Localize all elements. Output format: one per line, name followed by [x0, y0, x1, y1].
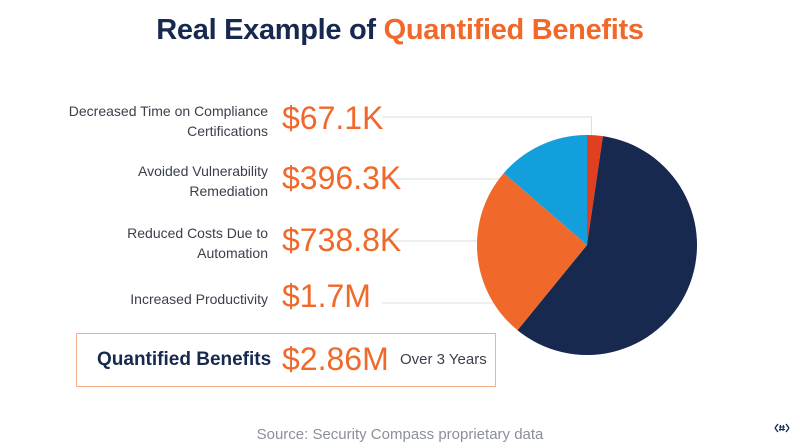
total-label: Quantified Benefits	[97, 349, 272, 370]
benefit-row-automation: Reduced Costs Due to Automation $738.8K	[70, 218, 402, 268]
pie-slice	[477, 173, 587, 331]
hash-logo-icon	[774, 423, 790, 433]
title-accent: Quantified Benefits	[383, 14, 644, 46]
pie-slice	[503, 135, 587, 245]
benefit-label: Avoided Vulnerability Remediation	[138, 163, 268, 199]
benefit-value: $738.8K	[282, 222, 402, 258]
benefit-label: Decreased Time on Compliance Certificati…	[68, 103, 268, 139]
title-prefix: Real Example of	[156, 14, 376, 46]
benefit-row-productivity: Increased Productivity $1.7M	[70, 274, 400, 324]
pie-slice	[587, 135, 603, 245]
source-note: Source: Security Compass proprietary dat…	[256, 426, 544, 443]
benefit-value: $67.1K	[282, 100, 384, 136]
pie-slices	[477, 135, 697, 356]
total-value: $2.86M	[282, 341, 389, 377]
benefit-value: $396.3K	[282, 160, 402, 196]
benefit-value: $1.7M	[282, 278, 371, 314]
benefit-row-compliance: Decreased Time on Compliance Certificati…	[68, 96, 400, 146]
total-benefits-box: Quantified Benefits $2.86M Over 3 Years	[76, 333, 496, 387]
benefit-label: Reduced Costs Due to Automation	[127, 225, 268, 261]
total-note: Over 3 Years	[400, 351, 487, 368]
page-title: Real Example of Quantified Benefits	[0, 14, 800, 47]
benefit-label: Increased Productivity	[130, 291, 268, 307]
pie-slice	[517, 136, 697, 356]
benefit-row-vulnerability: Avoided Vulnerability Remediation $396.3…	[70, 156, 402, 206]
